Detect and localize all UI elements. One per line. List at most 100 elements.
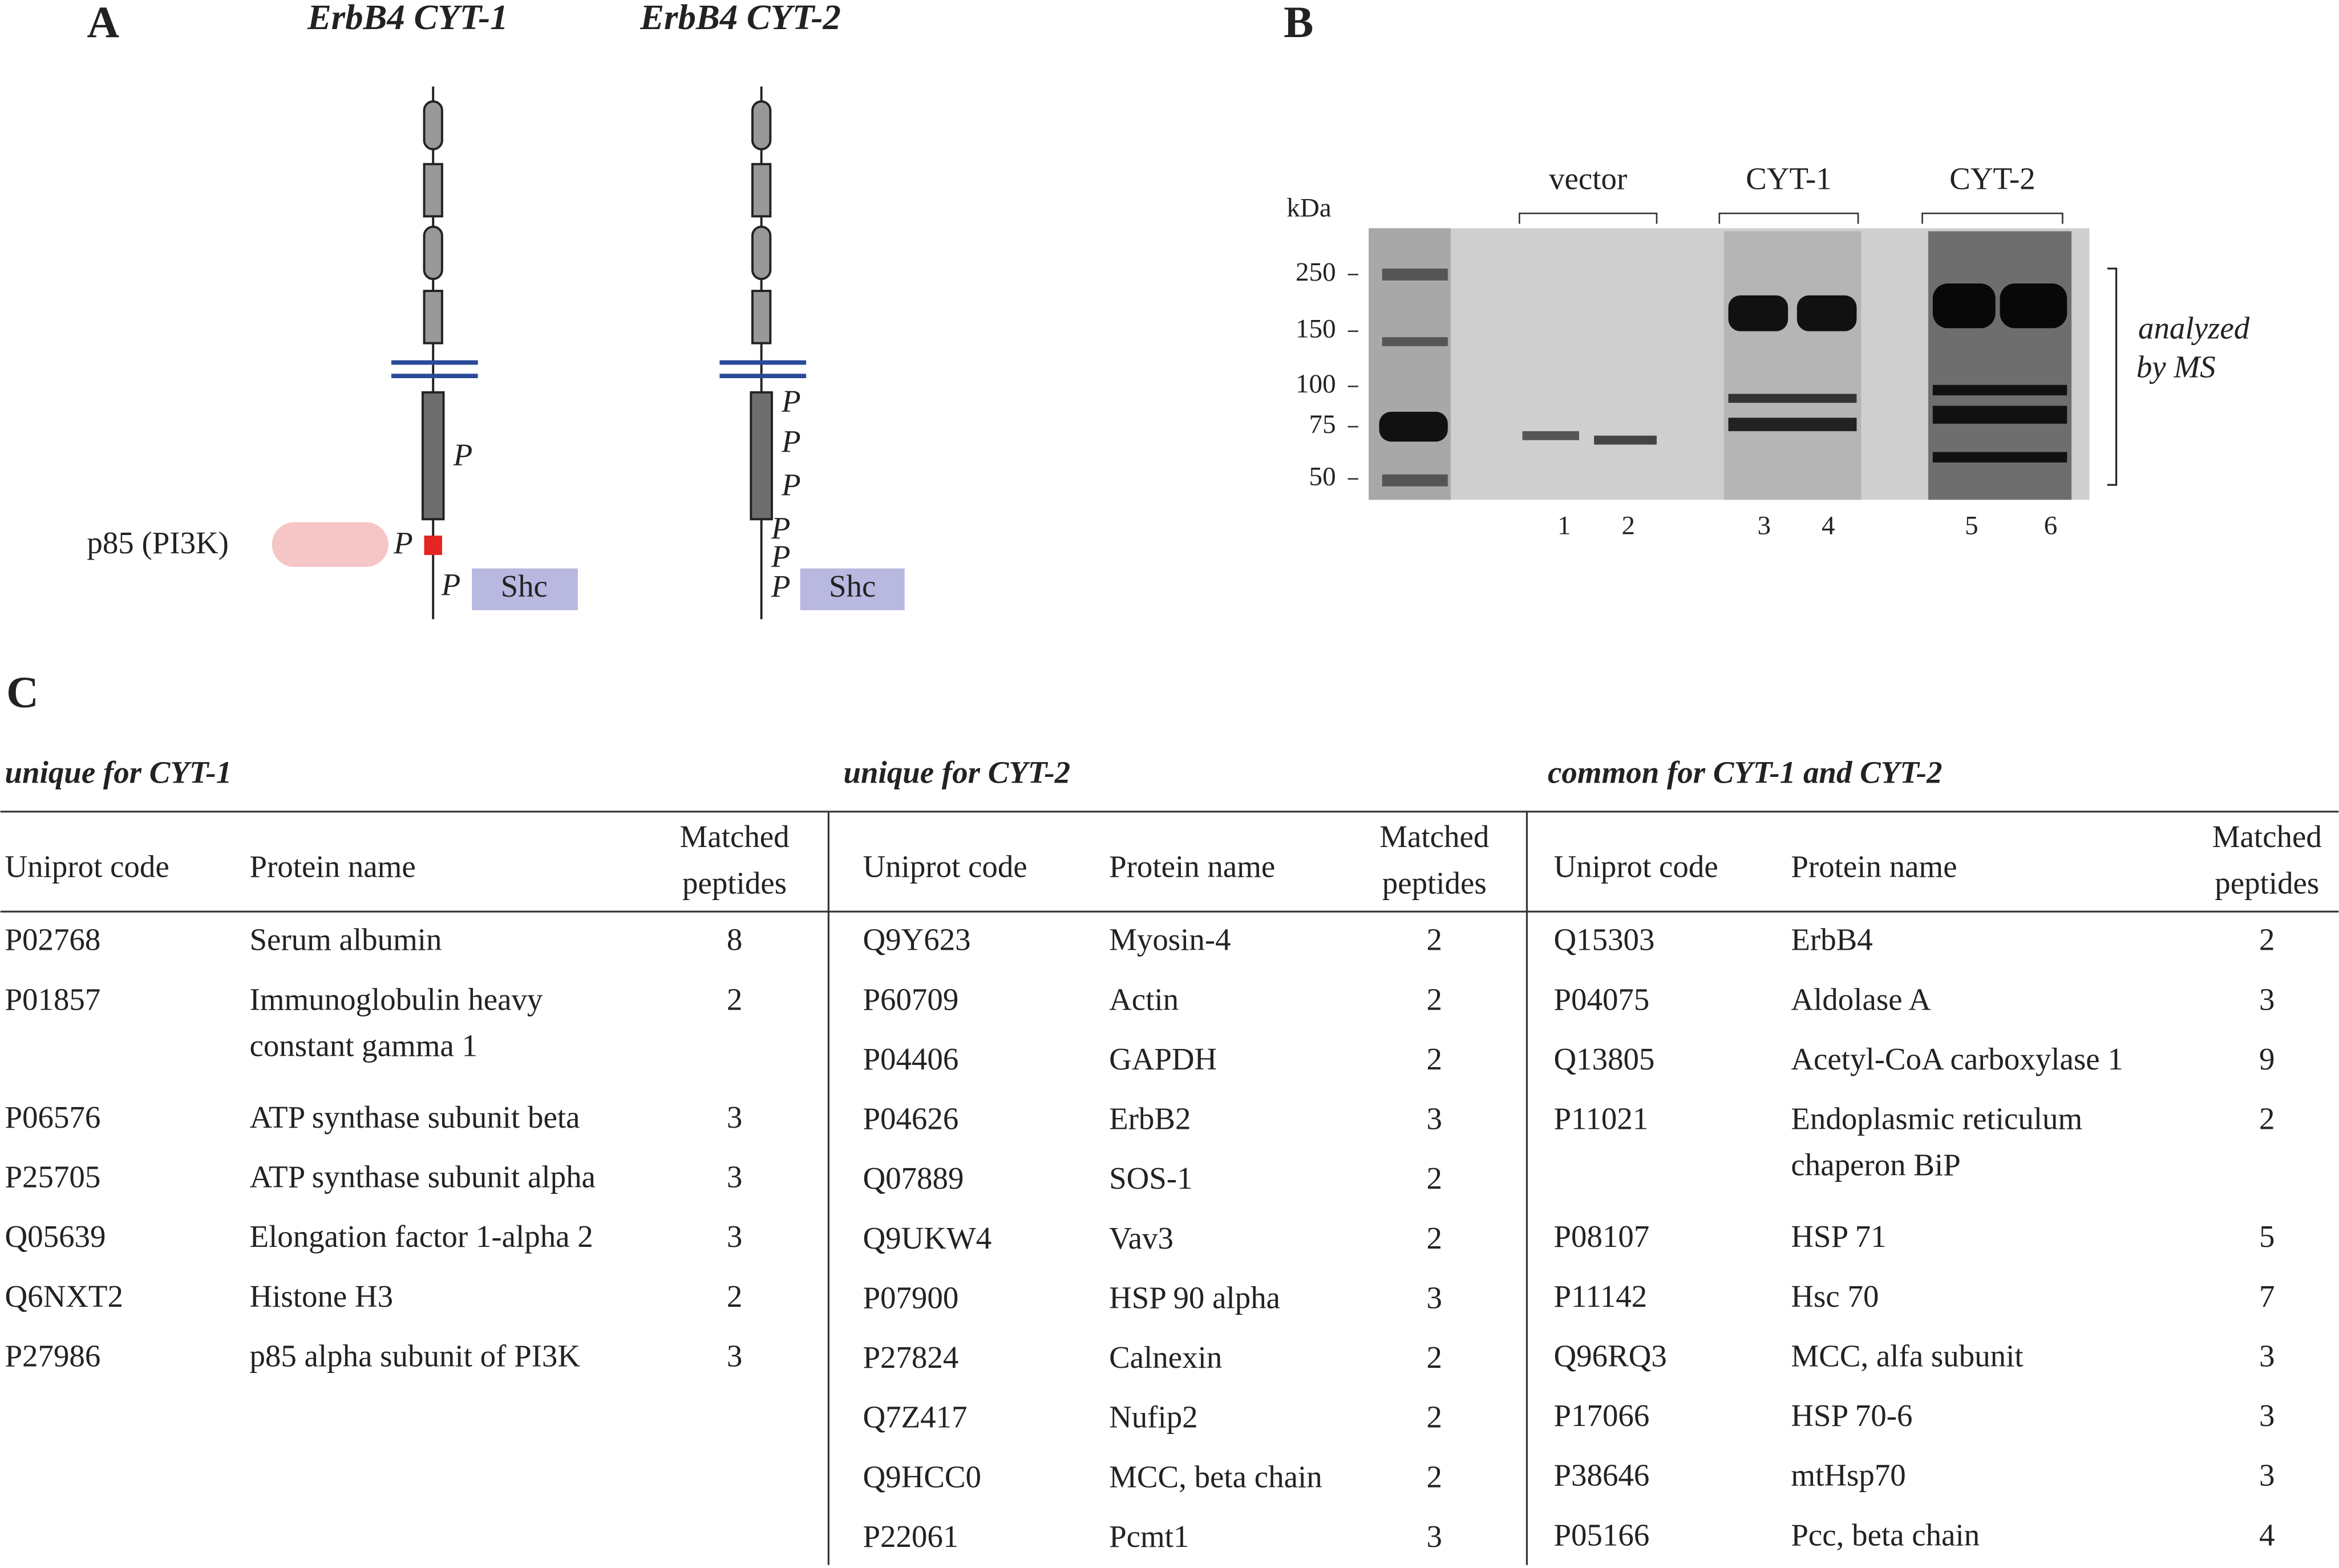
table-cell: Hsc 70 — [1791, 1279, 1879, 1314]
table-cell: Aldolase A — [1791, 982, 1931, 1016]
table-cell: chaperon BiP — [1791, 1148, 1960, 1182]
table-cell: P04626 — [863, 1101, 958, 1136]
table-rules — [0, 811, 2339, 1565]
table-cell: MCC, alfa subunit — [1791, 1338, 2023, 1373]
label: p85 (PI3K) — [87, 525, 229, 560]
panel-label: B — [1284, 0, 1313, 47]
lane-label: 4 — [1822, 511, 1835, 541]
table-cell: 3 — [2259, 1398, 2275, 1433]
table-cell: P27824 — [863, 1340, 958, 1375]
table-cell: 3 — [2259, 1458, 2275, 1493]
table-cell: 3 — [727, 1160, 742, 1194]
table-cell: P38646 — [1554, 1458, 1650, 1493]
table-cell: Q96RQ3 — [1554, 1338, 1667, 1373]
table-cell: 3 — [727, 1338, 742, 1373]
group-bracket — [1718, 212, 1859, 224]
marker-label: 100 — [1296, 369, 1336, 399]
table-cell: 8 — [727, 922, 742, 957]
table-cell: Endoplasmic reticulum — [1791, 1101, 2082, 1136]
table-cell: 2 — [1427, 982, 1442, 1016]
table-cell: constant gamma 1 — [249, 1028, 477, 1063]
column-header: Matched — [2212, 819, 2322, 854]
phospho-label: P — [781, 424, 801, 459]
label: Shc — [501, 569, 548, 603]
table-cell: P05166 — [1554, 1517, 1650, 1552]
lane-label: 2 — [1622, 511, 1636, 541]
table-cell: Histone H3 — [249, 1279, 393, 1314]
column-header: peptides — [2215, 865, 2319, 900]
table-cell: P04406 — [863, 1042, 958, 1076]
table-cell: 3 — [2259, 1338, 2275, 1373]
column-header: Uniprot code — [863, 849, 1027, 884]
marker-label: 75 — [1309, 410, 1336, 439]
table-cell: 2 — [1427, 1161, 1442, 1196]
table-cell: 2 — [1427, 1400, 1442, 1435]
phospho-label: P — [453, 437, 473, 472]
column-header: Uniprot code — [1554, 849, 1718, 884]
annotation: by MS — [2136, 349, 2216, 384]
group-label: CYT-2 — [1949, 161, 2036, 196]
table-cell: 3 — [2259, 982, 2275, 1016]
table-cell: Acetyl-CoA carboxylase 1 — [1791, 1042, 2123, 1076]
table-cell: ATP synthase subunit beta — [249, 1100, 580, 1135]
panel-label: C — [6, 667, 39, 716]
diagram-title: ErbB4 CYT-2 — [640, 0, 841, 37]
table-cell: 2 — [2259, 922, 2275, 957]
table-cell: 3 — [727, 1100, 742, 1135]
column-header: Matched — [1379, 819, 1489, 854]
table-cell: mtHsp70 — [1791, 1458, 1905, 1493]
column-header: peptides — [682, 865, 787, 900]
table-cell: ErbB4 — [1791, 922, 1872, 957]
phospho-label: P — [781, 467, 801, 502]
panel-label: A — [87, 0, 119, 47]
table-cell: 3 — [1427, 1101, 1442, 1136]
lane-label: 6 — [2044, 511, 2058, 541]
table-cell: Q9HCC0 — [863, 1459, 981, 1494]
table-heading: unique for CYT-2 — [843, 755, 1070, 790]
column-header: peptides — [1382, 865, 1487, 900]
table-cell: P01857 — [5, 982, 101, 1016]
table-cell: Q05639 — [5, 1219, 106, 1254]
table-cell: p85 alpha subunit of PI3K — [249, 1338, 580, 1373]
column-header: Protein name — [1791, 849, 1957, 884]
table-cell: P04075 — [1554, 982, 1650, 1016]
shc-box — [472, 568, 578, 610]
table-cell: Q9UKW4 — [863, 1221, 992, 1255]
table-heading: common for CYT-1 and CYT-2 — [1548, 755, 1942, 790]
table-cell: HSP 90 alpha — [1109, 1280, 1280, 1315]
table-cell: 2 — [727, 1279, 742, 1314]
annotation: analyzed — [2138, 310, 2250, 345]
table-cell: 2 — [1427, 1042, 1442, 1076]
table-cell: ErbB2 — [1109, 1101, 1191, 1136]
group-bracket — [1519, 212, 1658, 224]
table-cell: SOS-1 — [1109, 1161, 1192, 1196]
table-cell: MCC, beta chain — [1109, 1459, 1322, 1494]
table-cell: 2 — [2259, 1101, 2275, 1136]
lane-label: 1 — [1557, 511, 1571, 541]
table-cell: 3 — [1427, 1280, 1442, 1315]
table-cell: 4 — [2259, 1517, 2275, 1552]
phospho-label: P — [771, 569, 791, 603]
table-cell: P17066 — [1554, 1398, 1650, 1433]
table-cell: P02768 — [5, 922, 101, 957]
table-cell: P07900 — [863, 1280, 958, 1315]
column-header: Uniprot code — [5, 849, 169, 884]
phospho-label: P — [393, 525, 413, 560]
table-cell: 2 — [1427, 1459, 1442, 1494]
table-cell: 2 — [727, 982, 742, 1016]
table-cell: 2 — [1427, 1340, 1442, 1375]
table-cell: Q07889 — [863, 1161, 964, 1196]
table-cell: P11142 — [1554, 1279, 1648, 1314]
table-cell: Myosin-4 — [1109, 922, 1231, 957]
receptor — [391, 86, 478, 619]
table-cell: Pcmt1 — [1109, 1519, 1189, 1554]
phospho-label: P — [441, 567, 461, 602]
p85-shape — [272, 522, 389, 567]
table-cell: Q13805 — [1554, 1042, 1655, 1076]
diagram-title: ErbB4 CYT-1 — [307, 0, 508, 37]
table-cell: Actin — [1109, 982, 1179, 1016]
table-cell: P22061 — [863, 1519, 958, 1554]
table-cell: Q9Y623 — [863, 922, 970, 957]
shc-box — [800, 568, 905, 610]
